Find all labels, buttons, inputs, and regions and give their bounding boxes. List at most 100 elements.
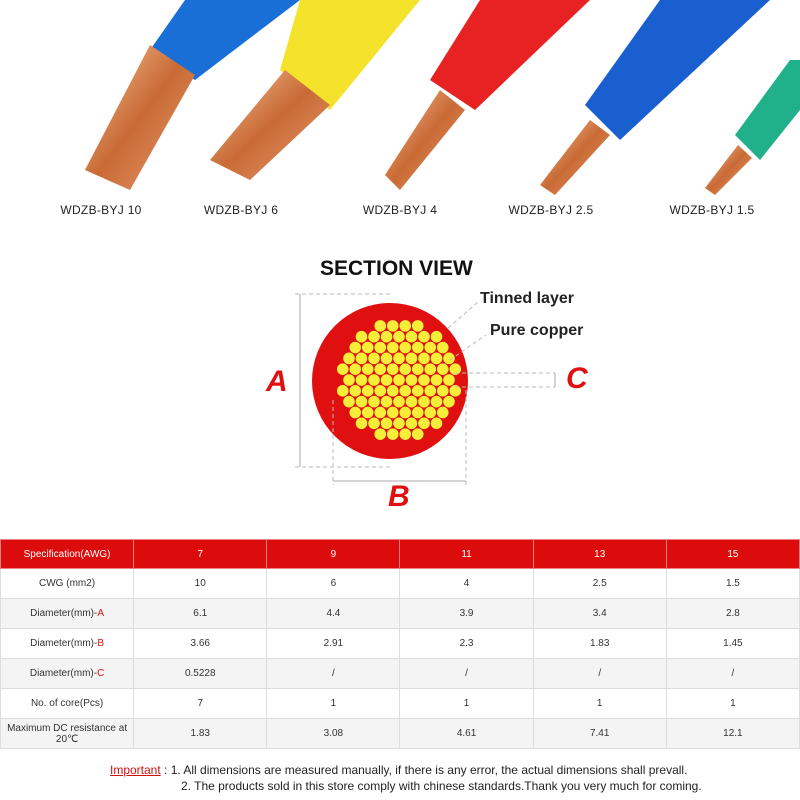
strand (436, 341, 449, 354)
strand (368, 417, 380, 430)
wire-4 (385, 0, 590, 190)
header-cell: 11 (399, 539, 534, 569)
table-row: No. of core(Pcs) 7 1 1 1 1 (0, 688, 800, 719)
dimension-a-label: A (266, 365, 288, 398)
strand (443, 352, 455, 365)
strand (336, 385, 349, 397)
strand (386, 341, 399, 354)
table-cell: 1.5 (665, 568, 800, 599)
strand (343, 374, 355, 386)
wire-label: WDZB-BYJ 10 (60, 203, 142, 217)
strand (374, 385, 387, 397)
table-cell: 7.41 (532, 718, 667, 749)
strand (393, 374, 405, 386)
note-2: 2. The products sold in this store compl… (181, 779, 702, 793)
table-cell: 4.4 (266, 598, 401, 629)
table-cell: 6.1 (133, 598, 268, 629)
table-row: Maximum DC resistance at 20℃ 1.83 3.08 4.61… (0, 718, 800, 749)
strand (361, 406, 374, 419)
strand (399, 320, 412, 332)
strand (418, 330, 430, 343)
strand (349, 406, 362, 419)
strand (430, 395, 443, 408)
dimension-lines (295, 293, 555, 485)
strand (374, 320, 387, 332)
strand (374, 406, 387, 419)
row-label: No. of core(Pcs) (0, 688, 135, 719)
table-cell: / (399, 658, 534, 689)
wire-6 (210, 0, 420, 180)
strand (405, 395, 418, 408)
row-label: Diameter(mm)-A (0, 598, 135, 629)
table-cell: 1.45 (665, 628, 800, 659)
table-cell: 4 (399, 568, 534, 599)
table-cell: 2.8 (665, 598, 800, 629)
strand (399, 428, 412, 440)
pure-copper-label: Pure copper (490, 322, 584, 339)
row-label-suffix: A (97, 608, 105, 619)
strand (386, 363, 399, 375)
strand (430, 417, 443, 430)
wire-label: WDZB-BYJ 1.5 (669, 203, 755, 217)
dimension-b-label: B (388, 480, 410, 513)
table-row: Diameter(mm)-B 3.66 2.91 2.3 1.83 1.45 (0, 628, 800, 659)
table-row: CWG (mm2) 10 6 4 2.5 1.5 (0, 568, 800, 599)
strand (355, 330, 368, 343)
header-cell: 15 (665, 539, 800, 569)
strand (368, 395, 380, 408)
strand (393, 395, 405, 408)
table-cell: 6 (266, 568, 401, 599)
strand (361, 341, 374, 354)
notes: Important : 1. All dimensions are measur… (110, 762, 702, 794)
dimension-c-label: C (566, 362, 588, 395)
strand (355, 374, 368, 386)
strand (430, 374, 443, 386)
row-label-text: Diameter(mm)- (30, 638, 98, 649)
strand (399, 406, 412, 419)
row-label: Diameter(mm)-C (0, 658, 135, 689)
strand (393, 352, 405, 365)
wire-label: WDZB-BYJ 4 (362, 203, 438, 217)
strand (424, 406, 437, 419)
strand (411, 385, 424, 397)
table-cell: / (266, 658, 401, 689)
strand (374, 428, 387, 440)
strand (355, 417, 368, 430)
strand (380, 352, 393, 365)
row-label: Diameter(mm)-B (0, 628, 135, 659)
strand (393, 417, 405, 430)
strand (399, 341, 412, 354)
strand (424, 341, 437, 354)
table-cell: 3.66 (133, 628, 268, 659)
strand (418, 374, 430, 386)
table-row: Diameter(mm)-C 0.5228// / / (0, 658, 800, 689)
strand (405, 417, 418, 430)
table-row: Diameter(mm)-A 6.1 4.4 3.9 3.4 2.8 (0, 598, 800, 629)
table-cell: 2.3 (399, 628, 534, 659)
row-label-text: No. of core(Pcs) (30, 698, 104, 709)
important-label: Important (110, 763, 161, 777)
row-label-suffix: C (97, 668, 105, 679)
row-label: CWG (mm2) (0, 568, 135, 599)
table-cell: 3.4 (532, 598, 667, 629)
header-cell: 13 (532, 539, 667, 569)
wire-10 (85, 0, 300, 190)
strand (399, 385, 412, 397)
table-cell: 4.61 (399, 718, 534, 749)
table-cell: 10 (133, 568, 268, 599)
strand (380, 374, 393, 386)
strand (343, 395, 355, 408)
strand (418, 395, 430, 408)
strand (418, 352, 430, 365)
header-cell: 7 (133, 539, 268, 569)
strand (418, 417, 430, 430)
strand (349, 385, 362, 397)
strand (436, 406, 449, 419)
strand (386, 320, 399, 332)
table-cell: 1 (665, 688, 800, 719)
table-cell: 0.5228 (133, 658, 268, 689)
strand (349, 363, 362, 375)
table-cell: 2.91 (266, 628, 401, 659)
strand (449, 363, 462, 375)
strand (436, 363, 449, 375)
